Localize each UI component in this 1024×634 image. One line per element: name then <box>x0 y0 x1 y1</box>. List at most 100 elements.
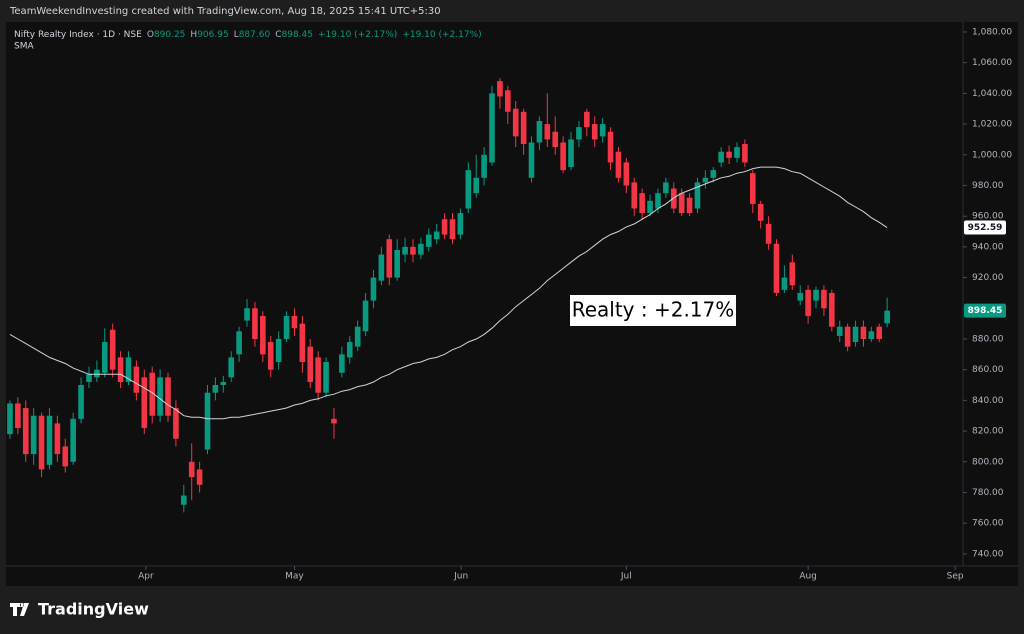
logo-icon <box>10 603 29 616</box>
header: TeamWeekendInvesting created with Tradin… <box>9 6 441 17</box>
candle-body <box>125 357 132 382</box>
y-tick-label: 1,040.00 <box>972 89 1012 99</box>
candle-body <box>15 403 21 429</box>
candle-body <box>109 329 116 370</box>
candle-body <box>22 408 29 455</box>
price-label: 952.59 <box>968 223 1003 233</box>
candle-body <box>457 213 464 235</box>
candle-body <box>267 342 274 370</box>
x-tick-label: Jul <box>620 572 632 582</box>
candle-body <box>260 315 266 355</box>
candle-body <box>876 326 883 339</box>
candle-body <box>544 124 551 140</box>
candle-body <box>852 326 859 343</box>
legend-symbol: Nifty Realty Index · 1D · NSE <box>14 30 142 40</box>
candle-body <box>536 121 543 143</box>
legend-value: 887.60 <box>239 30 271 40</box>
y-tick-label: 780.00 <box>972 488 1004 498</box>
candle-body <box>465 170 472 209</box>
y-tick-label: 840.00 <box>972 396 1004 406</box>
y-tick-label: 800.00 <box>972 457 1004 467</box>
candle-body <box>686 197 693 214</box>
candle-body <box>655 193 661 209</box>
candle-body <box>283 315 290 339</box>
candle-body <box>797 292 804 301</box>
candle-body <box>615 151 622 178</box>
candle-body <box>323 362 329 393</box>
candle-body <box>473 177 480 194</box>
candle-body <box>315 357 321 393</box>
candle-body <box>54 423 61 455</box>
candle-body <box>141 377 148 429</box>
legend-value: +19.10 (+2.17%) <box>402 30 481 40</box>
candle-body <box>560 142 566 171</box>
candle-body <box>489 93 495 163</box>
candle-body <box>623 162 630 186</box>
candle-body <box>181 495 187 505</box>
candle-body <box>133 366 140 393</box>
y-tick-label: 980.00 <box>972 181 1004 191</box>
legend-value: 898.45 <box>282 30 314 40</box>
candle-body <box>639 193 645 214</box>
candle-body <box>441 219 448 235</box>
candle-body <box>781 277 788 290</box>
candle-body <box>30 415 37 455</box>
y-tick-label: 940.00 <box>972 242 1004 252</box>
candle-body <box>789 262 796 286</box>
candle-body <box>742 144 748 163</box>
legend-label: L <box>234 30 239 40</box>
candle-body <box>394 249 400 278</box>
candle-body <box>165 377 171 416</box>
candle-body <box>821 289 827 309</box>
candle-body <box>710 170 717 178</box>
candle-body <box>228 357 235 378</box>
candle-body <box>252 308 258 339</box>
candle-body <box>813 289 819 301</box>
candle-body <box>678 193 685 214</box>
y-tick-label: 960.00 <box>972 212 1004 222</box>
candle-body <box>339 354 345 373</box>
candle-body <box>7 403 13 435</box>
annotation-box <box>570 295 736 326</box>
candle-body <box>528 142 535 178</box>
candle-body <box>418 243 424 255</box>
candle-body <box>805 289 811 316</box>
candle-body <box>307 346 314 382</box>
x-tick-label: Apr <box>138 572 154 582</box>
candle-body <box>196 469 203 485</box>
candle-body <box>86 374 92 382</box>
candle-body <box>773 243 780 293</box>
y-tick-label: 1,060.00 <box>972 58 1012 68</box>
brand-name: TradingView <box>38 600 149 619</box>
legend-value: 890.25 <box>154 30 186 40</box>
x-tick-label: Jun <box>453 572 468 582</box>
indicator-label: SMA <box>14 42 34 52</box>
candle-body <box>552 131 559 148</box>
candle-body <box>829 292 835 327</box>
candle-body <box>702 177 709 183</box>
candle-body <box>757 203 764 221</box>
candle-body <box>647 200 653 214</box>
price-label-box <box>964 220 1006 235</box>
candle-body <box>38 415 45 470</box>
candle-body <box>173 408 179 439</box>
candle-body <box>70 418 76 462</box>
legend-value: 906.95 <box>197 30 229 40</box>
candle-body <box>101 342 108 373</box>
candle-body <box>362 300 369 332</box>
candle-body <box>836 326 843 336</box>
candle-body <box>117 357 124 382</box>
candle-body <box>425 234 432 247</box>
candle-body <box>520 111 527 145</box>
candle-body <box>868 331 875 339</box>
candle-body <box>370 277 377 301</box>
candle-body <box>149 372 155 416</box>
candle-body <box>670 188 677 209</box>
candle-body <box>299 323 306 362</box>
candle-body <box>236 331 242 355</box>
x-tick-label: Aug <box>799 572 817 582</box>
candle-body <box>726 151 732 158</box>
y-tick-label: 820.00 <box>972 427 1004 437</box>
candle-body <box>449 219 456 240</box>
candle-body <box>663 182 669 194</box>
